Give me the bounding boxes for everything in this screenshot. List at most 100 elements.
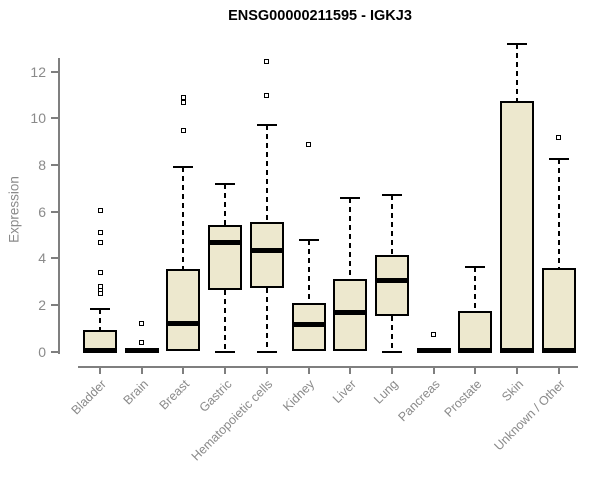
upper-whisker-cap-bladder <box>90 307 110 310</box>
median-lung <box>374 278 409 284</box>
median-prostate <box>458 348 493 354</box>
upper-whisker-cap-unknown-other <box>548 158 569 161</box>
outlier-breast <box>180 127 186 133</box>
box-lung <box>374 254 409 316</box>
box-liver <box>333 279 368 352</box>
lower-whisker-cap-hematopoietic-cells <box>256 350 277 353</box>
upper-whisker-bladder <box>99 308 101 330</box>
outlier-hematopoietic-cells <box>264 92 270 98</box>
outlier-hematopoietic-cells <box>264 58 270 64</box>
outlier-bladder <box>97 208 103 214</box>
x-axis-tick <box>516 368 518 374</box>
box-skin <box>500 100 534 352</box>
x-tick-label: Kidney <box>280 377 318 414</box>
y-tick-label: 12 <box>30 63 46 80</box>
x-tick-label: Pancreas <box>395 377 443 425</box>
median-kidney <box>291 322 326 328</box>
y-axis-line <box>58 58 60 354</box>
x-axis-tick <box>432 368 435 374</box>
box-unknown-other <box>541 267 576 352</box>
upper-whisker-gastric <box>224 183 227 225</box>
upper-whisker-cap-skin <box>507 42 527 45</box>
y-axis-tick <box>51 70 58 73</box>
lower-whisker-gastric <box>224 289 227 352</box>
x-tick-label: Brain <box>120 377 151 408</box>
x-axis-tick <box>265 368 268 374</box>
x-tick-label: Skin <box>498 377 526 405</box>
median-bladder <box>83 348 117 354</box>
x-axis-line <box>78 366 578 368</box>
x-axis-tick <box>140 368 143 374</box>
upper-whisker-breast <box>182 167 185 269</box>
lower-whisker-lung <box>390 315 393 352</box>
box-prostate <box>458 310 493 352</box>
box-breast <box>166 268 201 351</box>
x-tick-label: Hematopoietic cells <box>189 377 276 464</box>
median-unknown-other <box>541 348 576 354</box>
y-tick-label: 4 <box>38 250 46 267</box>
lower-whisker-hematopoietic-cells <box>265 287 268 352</box>
upper-whisker-kidney <box>307 239 310 303</box>
outlier-breast <box>180 94 186 100</box>
upper-whisker-prostate <box>474 266 477 311</box>
y-tick-label: 6 <box>38 203 46 220</box>
upper-whisker-cap-hematopoietic-cells <box>256 124 277 127</box>
upper-whisker-cap-breast <box>173 166 194 169</box>
outlier-breast <box>180 99 186 105</box>
x-tick-label: Prostate <box>441 377 485 420</box>
upper-whisker-hematopoietic-cells <box>265 125 268 223</box>
x-tick-label: Lung <box>371 377 401 407</box>
upper-whisker-cap-gastric <box>215 182 236 185</box>
median-pancreas <box>416 348 451 354</box>
y-tick-label: 10 <box>30 110 46 127</box>
upper-whisker-cap-prostate <box>465 265 486 268</box>
y-axis-tick <box>51 257 58 260</box>
outlier-pancreas <box>431 331 437 337</box>
outlier-brain <box>139 339 145 345</box>
x-tick-label: Breast <box>156 377 193 413</box>
upper-whisker-skin <box>516 43 518 101</box>
outlier-bladder <box>97 269 103 275</box>
lower-whisker-cap-lung <box>381 350 402 353</box>
x-axis-tick <box>557 368 560 374</box>
x-axis-tick <box>182 368 185 374</box>
median-liver <box>333 309 368 315</box>
chart-title: ENSG00000211595 - IGKJ3 <box>228 8 412 24</box>
x-axis-tick <box>474 368 477 374</box>
x-axis-tick <box>390 368 393 374</box>
y-axis-tick <box>51 304 58 307</box>
upper-whisker-lung <box>390 195 393 255</box>
median-hematopoietic-cells <box>249 247 284 253</box>
outlier-bladder <box>97 230 103 236</box>
x-tick-label: Unknown / Other <box>491 377 568 454</box>
outlier-unknown-other <box>556 134 562 140</box>
y-axis-tick <box>51 210 58 213</box>
x-axis-tick <box>224 368 227 374</box>
outlier-kidney <box>306 141 311 147</box>
median-gastric <box>208 239 243 245</box>
upper-whisker-cap-kidney <box>298 238 319 241</box>
outlier-bladder <box>97 239 103 245</box>
upper-whisker-cap-lung <box>381 194 402 197</box>
y-axis-tick <box>51 117 58 120</box>
x-tick-label: Gastric <box>196 377 235 415</box>
median-breast <box>166 321 201 327</box>
outlier-bladder <box>97 283 103 289</box>
y-axis-tick <box>51 164 58 167</box>
y-tick-label: 2 <box>38 297 46 314</box>
box-gastric <box>208 224 243 290</box>
box-hematopoietic-cells <box>249 222 284 288</box>
upper-whisker-cap-liver <box>340 196 361 199</box>
upper-whisker-unknown-other <box>557 159 560 268</box>
median-skin <box>500 348 534 354</box>
y-tick-label: 8 <box>38 157 46 174</box>
outlier-brain <box>139 321 145 327</box>
x-axis-tick <box>349 368 352 374</box>
x-tick-label: Bladder <box>68 377 109 418</box>
x-axis-tick <box>99 368 101 374</box>
median-brain <box>124 348 159 354</box>
x-tick-label: Liver <box>330 377 360 407</box>
lower-whisker-cap-gastric <box>215 350 236 353</box>
y-axis-tick <box>51 350 58 353</box>
